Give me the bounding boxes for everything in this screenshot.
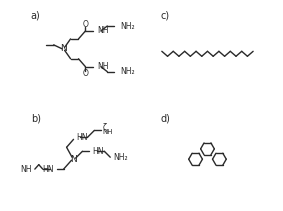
Text: b): b) xyxy=(31,114,41,123)
Text: NH₂: NH₂ xyxy=(120,67,135,76)
Text: NH: NH xyxy=(97,26,108,35)
Text: NH₂: NH₂ xyxy=(113,153,128,162)
Text: NH: NH xyxy=(102,129,113,135)
Text: HN: HN xyxy=(76,133,87,142)
Text: HN: HN xyxy=(92,147,104,156)
Text: c): c) xyxy=(161,10,170,20)
Text: N: N xyxy=(60,44,67,53)
Text: N: N xyxy=(70,155,77,164)
Text: NH: NH xyxy=(97,62,108,71)
Text: HN: HN xyxy=(43,165,54,174)
Text: O: O xyxy=(83,69,88,78)
Text: NH: NH xyxy=(20,165,32,174)
Text: ζ: ζ xyxy=(102,123,106,132)
Text: NH₂: NH₂ xyxy=(120,22,135,31)
Text: O: O xyxy=(83,20,88,29)
Text: d): d) xyxy=(161,114,171,123)
Text: a): a) xyxy=(31,10,40,20)
